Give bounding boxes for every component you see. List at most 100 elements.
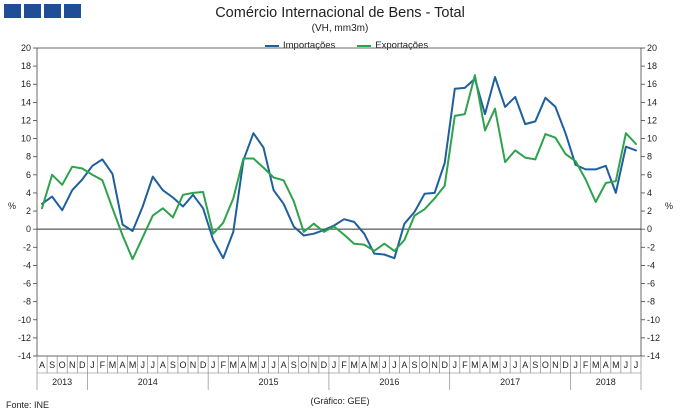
- legend-swatch-exportacoes: [357, 44, 372, 47]
- x-month-label: F: [220, 360, 226, 370]
- y-tick-label-left: -14: [18, 351, 31, 361]
- chart-axes: [36, 47, 642, 357]
- x-month-label: M: [109, 360, 117, 370]
- x-month-label: M: [471, 360, 479, 370]
- y-tick-label-right: 16: [647, 79, 657, 89]
- x-month-label: A: [522, 360, 528, 370]
- chart-subtitle: (VH, mm3m): [311, 23, 369, 34]
- x-month-label: O: [542, 360, 549, 370]
- x-month-label: A: [401, 360, 407, 370]
- legend-item-importacoes: Importações: [265, 40, 335, 51]
- y-tick-label-left: -10: [18, 315, 31, 325]
- x-month-label: A: [603, 360, 609, 370]
- x-month-label: A: [281, 360, 287, 370]
- x-month-label: D: [441, 360, 448, 370]
- x-month-label: N: [552, 360, 559, 370]
- x-month-label: D: [200, 360, 207, 370]
- y-tick-label-left: 14: [21, 97, 31, 107]
- x-month-label: O: [300, 360, 307, 370]
- x-month-label: A: [160, 360, 166, 370]
- y-tick-label-right: 10: [647, 134, 657, 144]
- y-tick-label-left: 16: [21, 79, 31, 89]
- x-month-label: J: [332, 360, 337, 370]
- ine-logo: [4, 4, 81, 18]
- x-month-label: S: [532, 360, 538, 370]
- y-tick-label-right: -10: [647, 315, 660, 325]
- x-month-label: J: [271, 360, 276, 370]
- x-month-label: F: [100, 360, 106, 370]
- x-month-label: J: [573, 360, 578, 370]
- x-month-label: J: [382, 360, 387, 370]
- series-lines: [41, 74, 637, 261]
- x-month-label: J: [140, 360, 145, 370]
- x-month-label: F: [341, 360, 347, 370]
- y-tick-label-right: 8: [647, 152, 652, 162]
- y-tick-label-left: -4: [23, 260, 31, 270]
- y-tick-label-left: 2: [26, 206, 31, 216]
- plot-frame: [36, 47, 642, 357]
- x-year-label: 2017: [500, 377, 520, 387]
- x-month-label: O: [59, 360, 66, 370]
- x-month-label: J: [261, 360, 266, 370]
- legend-swatch-importacoes: [265, 44, 279, 47]
- x-month-label: M: [592, 360, 600, 370]
- y-axis-left: -14 -12 -10 -8 -6 -4 -2 0 2 4 6 8 10 12 14 16 18 20: [18, 43, 37, 361]
- x-month-label: A: [240, 360, 246, 370]
- y-tick-label-left: 20: [21, 43, 31, 53]
- x-month-label: S: [170, 360, 176, 370]
- y-tick-label-right: 18: [647, 61, 657, 71]
- y-tick-label-left: -6: [23, 279, 31, 289]
- y-tick-label-right: 2: [647, 206, 652, 216]
- x-month-label: M: [370, 360, 378, 370]
- y-tick-label-left: -12: [18, 333, 31, 343]
- x-year-label: 2018: [596, 377, 616, 387]
- x-month-label: J: [503, 360, 508, 370]
- logo-square-2: [24, 4, 41, 18]
- y-tick-label-right: 0: [647, 224, 652, 234]
- y-tick-label-right: 6: [647, 170, 652, 180]
- y-tick-label-left: 4: [26, 188, 31, 198]
- x-year-label: 2013: [52, 377, 72, 387]
- y-tick-label-left: 0: [26, 224, 31, 234]
- chart-title: Comércio Internacional de Bens - Total: [215, 5, 465, 21]
- y-tick-label-right: 14: [647, 97, 657, 107]
- legend-item-exportacoes: Exportações: [357, 40, 428, 51]
- x-month-label: N: [69, 360, 76, 370]
- y-tick-label-left: 10: [21, 134, 31, 144]
- y-axis-label-right: %: [665, 201, 673, 211]
- x-month-label: A: [120, 360, 126, 370]
- x-month-label: J: [90, 360, 95, 370]
- x-year-label: 2016: [379, 377, 399, 387]
- y-tick-label-right: -8: [647, 297, 655, 307]
- x-month-label: D: [562, 360, 569, 370]
- x-month-label: J: [513, 360, 518, 370]
- x-month-label: D: [79, 360, 86, 370]
- x-month-label: M: [230, 360, 238, 370]
- y-tick-label-left: -8: [23, 297, 31, 307]
- y-tick-label-left: 12: [21, 115, 31, 125]
- x-year-label: 2014: [138, 377, 158, 387]
- x-month-label: M: [129, 360, 137, 370]
- x-month-label: D: [321, 360, 328, 370]
- y-tick-label-left: 6: [26, 170, 31, 180]
- y-tick-label-left: 18: [21, 61, 31, 71]
- x-month-label: M: [491, 360, 499, 370]
- x-month-label: M: [350, 360, 358, 370]
- y-tick-label-right: 4: [647, 188, 652, 198]
- x-month-label: J: [624, 360, 629, 370]
- y-tick-label-right: -14: [647, 351, 660, 361]
- x-month-label: A: [482, 360, 488, 370]
- y-tick-label-right: 20: [647, 43, 657, 53]
- x-month-label: F: [462, 360, 468, 370]
- x-month-label: A: [39, 360, 45, 370]
- x-month-label: A: [361, 360, 367, 370]
- x-month-label: M: [250, 360, 258, 370]
- legend-label-importacoes: Importações: [283, 40, 336, 51]
- y-tick-label-right: 12: [647, 115, 657, 125]
- y-tick-label-right: -2: [647, 242, 655, 252]
- x-month-label: M: [612, 360, 620, 370]
- x-month-label: S: [49, 360, 55, 370]
- y-tick-label-right: -12: [647, 333, 660, 343]
- y-tick-label-right: -6: [647, 279, 655, 289]
